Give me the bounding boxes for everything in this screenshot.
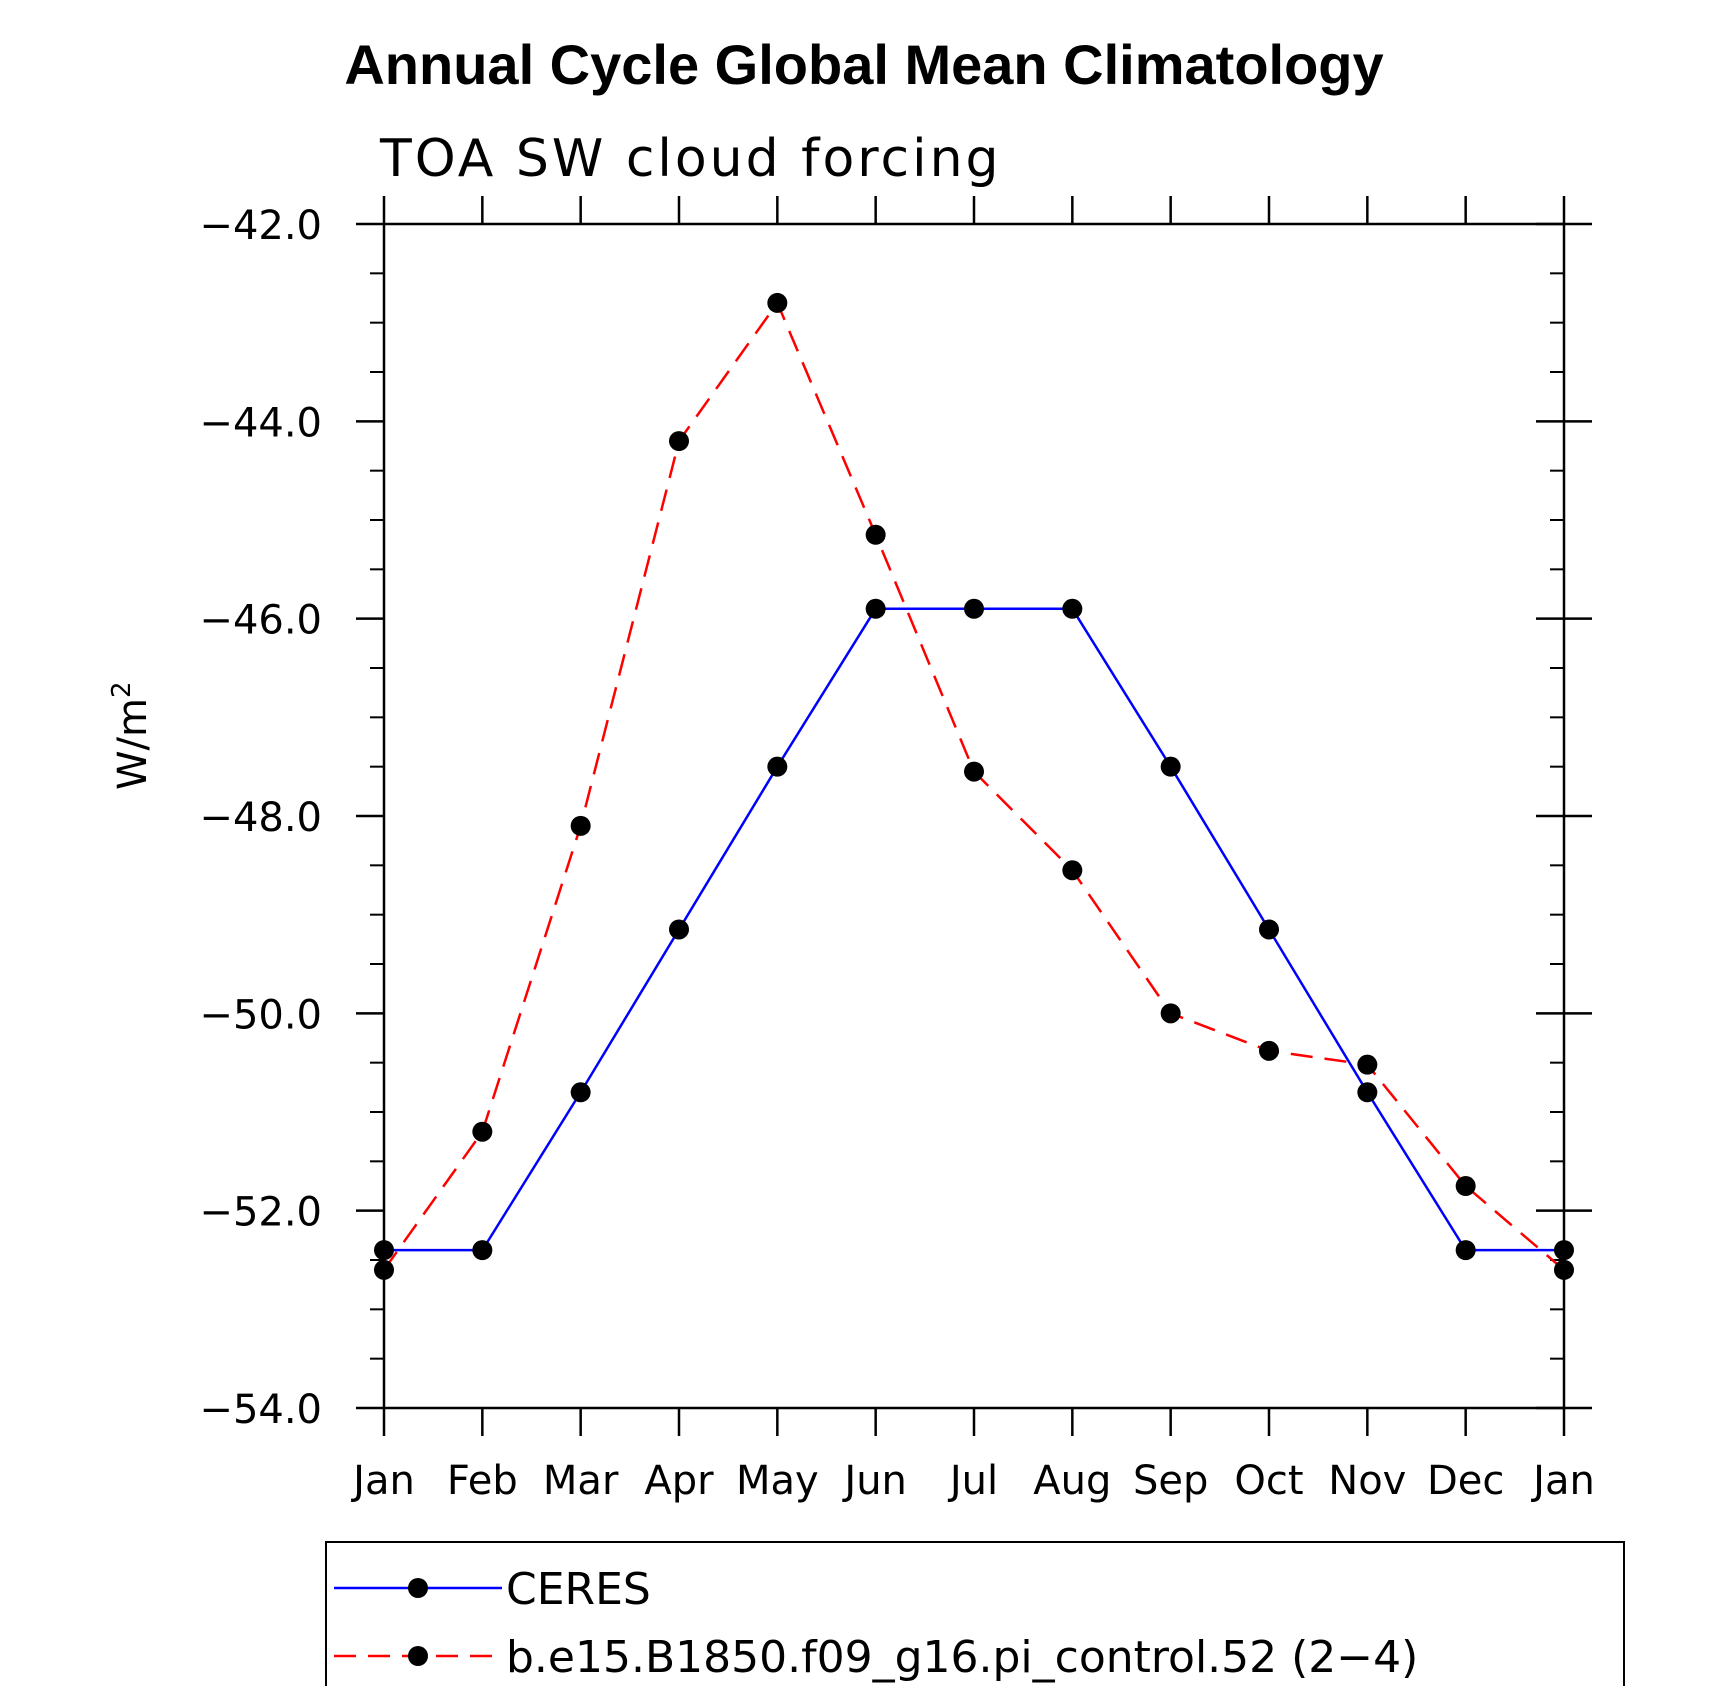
- x-tick-label: Aug: [1033, 1458, 1111, 1504]
- legend-label: CERES: [506, 1564, 651, 1615]
- data-point: [865, 598, 886, 619]
- series-1: [374, 598, 1574, 1261]
- data-point: [1160, 1003, 1181, 1024]
- y-tick-label: −54.0: [199, 1387, 322, 1433]
- x-tick-label: Feb: [447, 1458, 518, 1504]
- x-tick-label: Jan: [1530, 1458, 1595, 1504]
- data-point: [1259, 919, 1279, 940]
- y-tick-label: −46.0: [199, 598, 322, 644]
- data-point: [374, 1259, 394, 1280]
- data-point: [1554, 1240, 1574, 1261]
- x-tick-label: Dec: [1427, 1458, 1504, 1504]
- legend: CERES b.e15.B1850.f09_g16.pi_control.52 (…: [325, 1541, 1625, 1686]
- data-point: [570, 815, 591, 836]
- data-point: [865, 524, 886, 545]
- data-point: [570, 1082, 591, 1103]
- data-point: [1455, 1176, 1476, 1196]
- data-point: [1062, 598, 1083, 619]
- y-axis-label-text: W/m: [110, 698, 156, 790]
- x-tick-label: Jun: [841, 1458, 907, 1504]
- data-point: [1160, 756, 1181, 777]
- data-point: [1455, 1240, 1476, 1261]
- y-tick-label: −50.0: [199, 992, 322, 1038]
- data-point: [964, 761, 984, 782]
- y-tick-label: −42.0: [199, 203, 322, 249]
- chart-subtitle: TOA SW cloud forcing: [379, 129, 1002, 189]
- series-layer: [374, 292, 1574, 1280]
- data-point: [1554, 1259, 1574, 1280]
- x-tick-label: Nov: [1328, 1458, 1406, 1504]
- data-point: [472, 1240, 493, 1261]
- x-tick-label: Jan: [350, 1458, 415, 1504]
- data-point: [1062, 860, 1083, 881]
- legend-label: b.e15.B1850.f09_g16.pi_control.52 (2−4): [506, 1632, 1418, 1683]
- data-point: [767, 756, 788, 777]
- data-point: [669, 919, 689, 940]
- x-tick-label: Oct: [1234, 1458, 1303, 1504]
- x-tick-label: Jul: [947, 1458, 998, 1504]
- y-tick-label: −48.0: [199, 795, 322, 841]
- data-point: [669, 431, 689, 452]
- legend-box: [325, 1541, 1625, 1686]
- axes: −42.0 −44.0 −46.0 −48.0 −50.0 −52.0 −54.0 Jan Fe…: [199, 196, 1595, 1504]
- series-2: [374, 292, 1574, 1280]
- data-point: [1357, 1054, 1378, 1075]
- y-tick-label: −44.0: [199, 400, 322, 446]
- legend-marker: [408, 1646, 428, 1666]
- data-point: [472, 1121, 493, 1142]
- x-tick-label: Mar: [543, 1458, 619, 1504]
- series-line: [384, 607, 1564, 1252]
- chart-title: Annual Cycle Global Mean Climatology: [344, 33, 1383, 96]
- x-tick-label: Apr: [644, 1458, 714, 1504]
- legend-marker: [408, 1578, 428, 1598]
- y-tick-label: −52.0: [199, 1190, 322, 1236]
- data-point: [964, 598, 984, 619]
- data-point: [767, 292, 788, 313]
- data-point: [374, 1240, 394, 1261]
- x-tick-label: May: [736, 1458, 819, 1504]
- plot-frame: [382, 222, 1566, 1410]
- y-axis-label: W/m2: [107, 681, 156, 790]
- data-point: [1259, 1040, 1279, 1061]
- y-axis-label-superscript: 2: [107, 681, 137, 698]
- x-tick-label: Sep: [1133, 1458, 1208, 1504]
- data-point: [1357, 1082, 1378, 1103]
